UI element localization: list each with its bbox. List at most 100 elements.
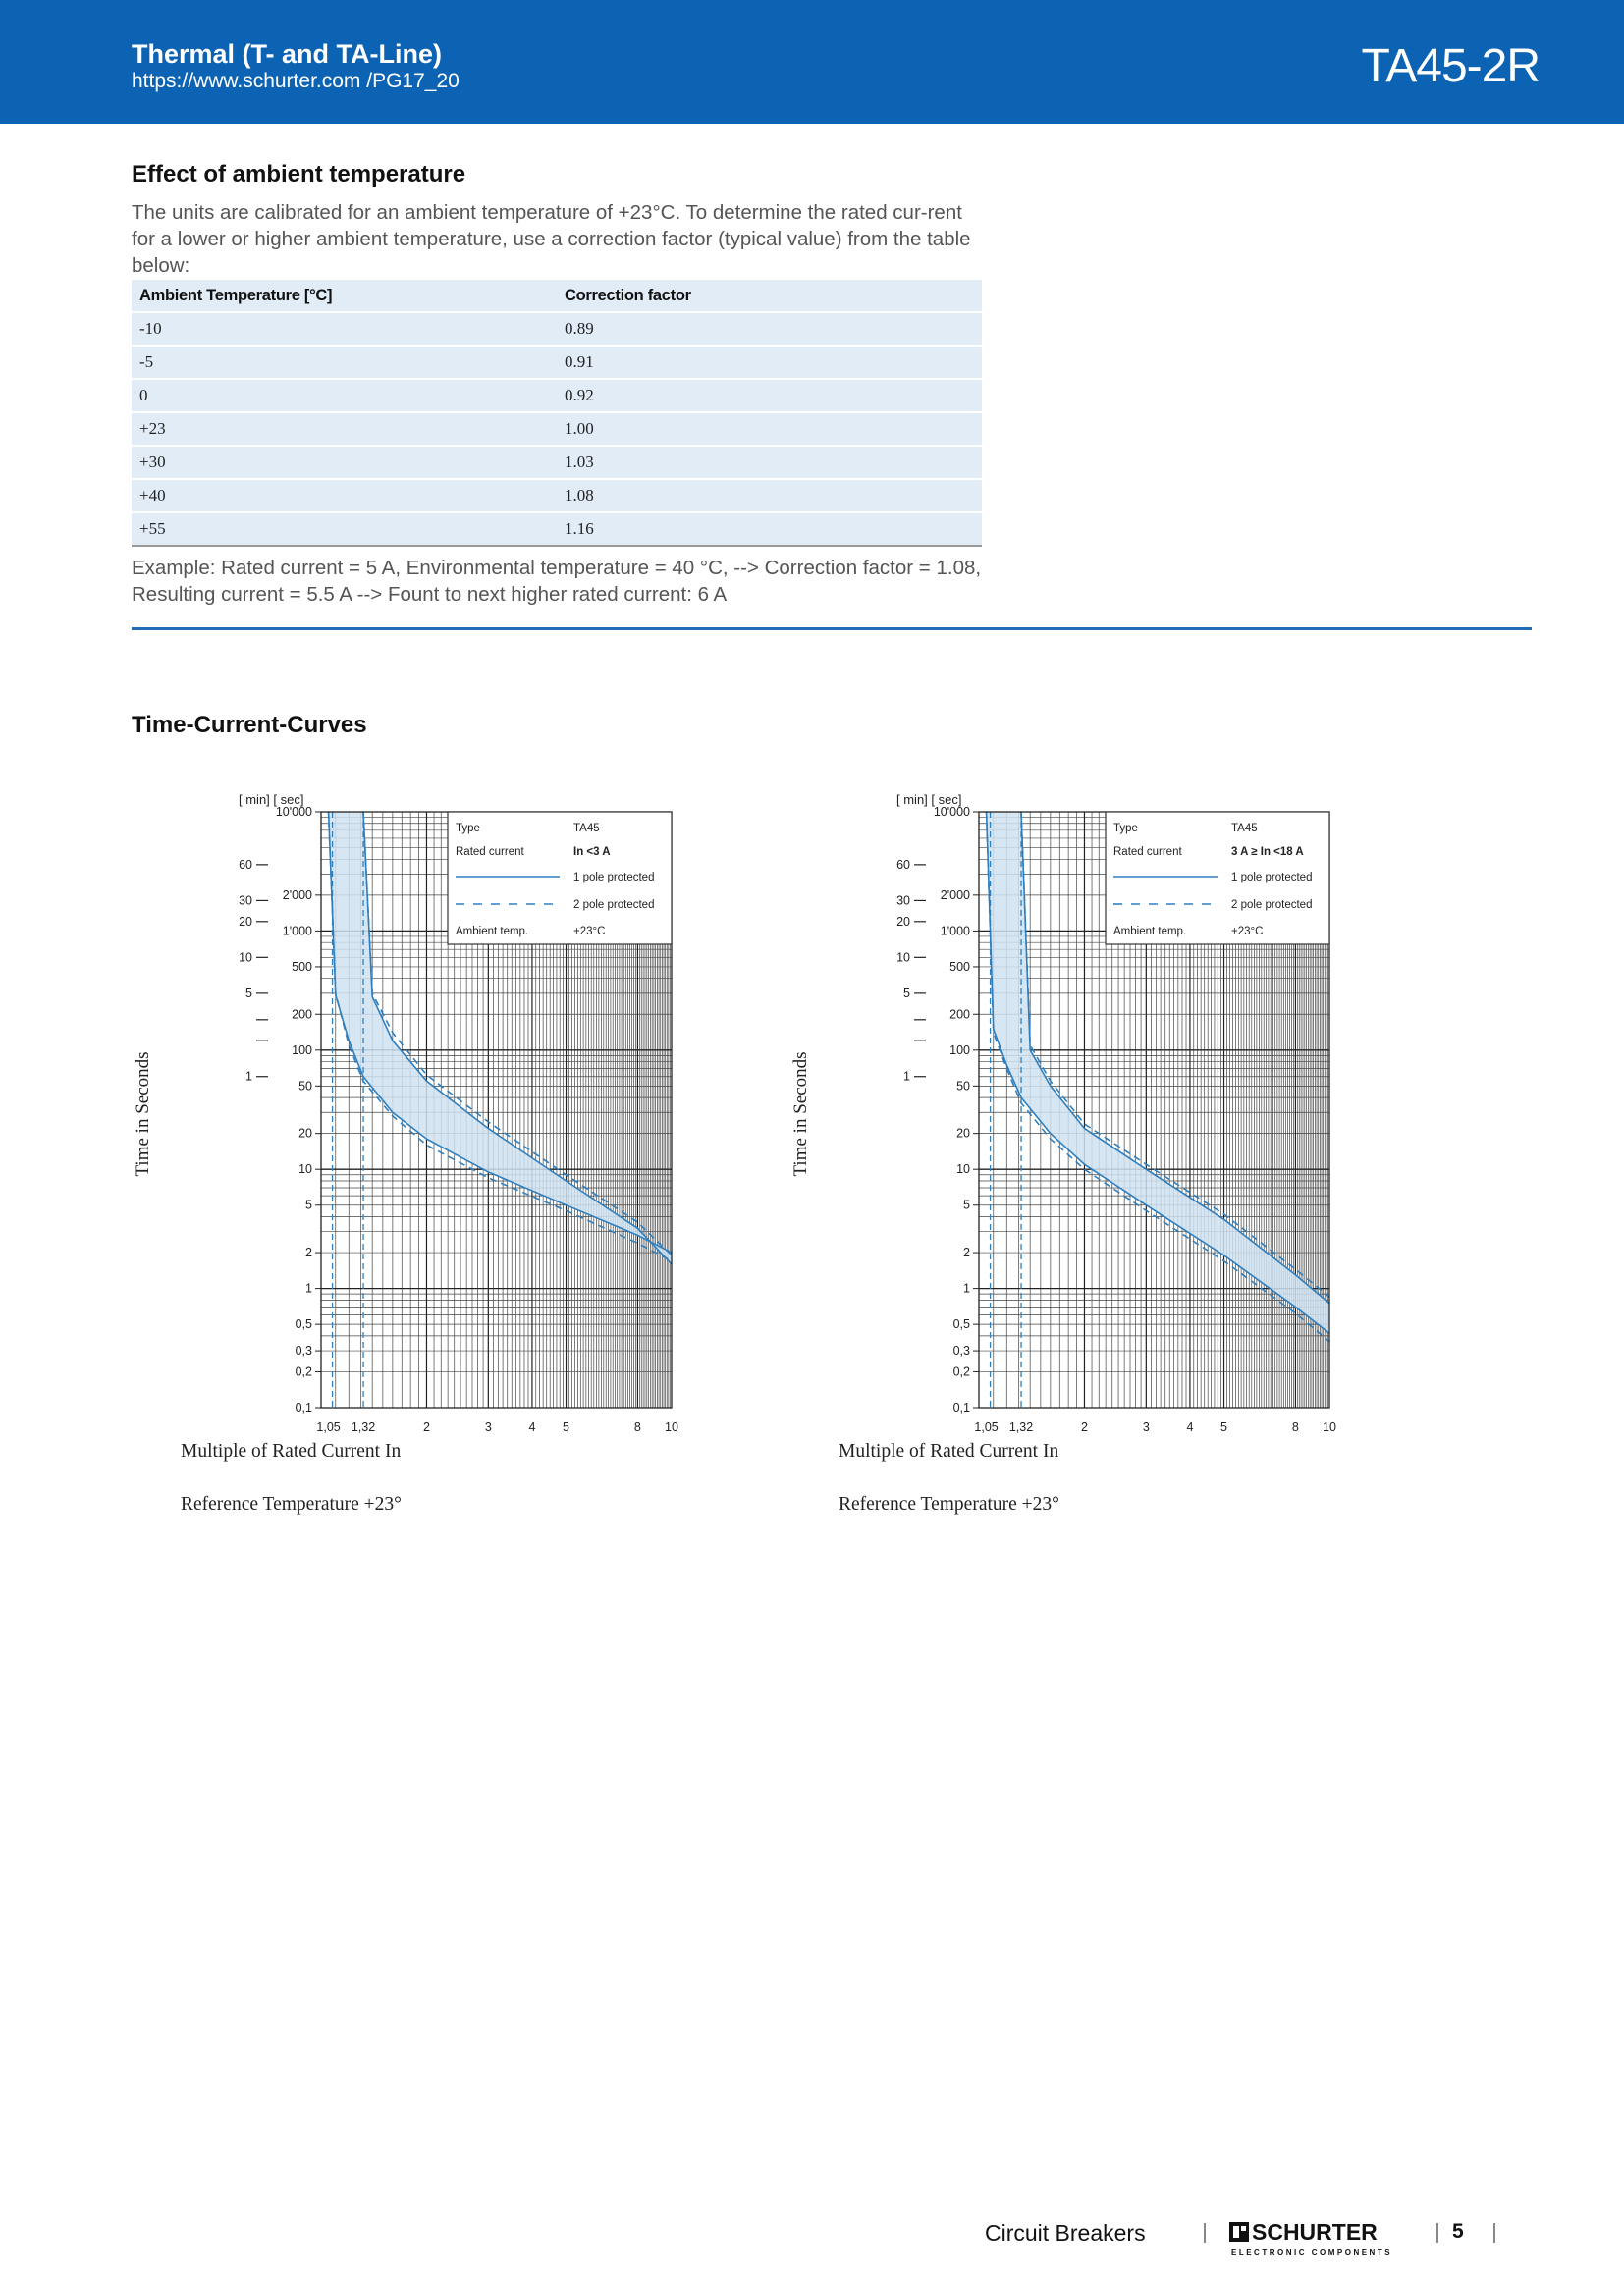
x-axis-label: Multiple of Rated Current In [181, 1441, 401, 1462]
page-number: 5 [1452, 2220, 1464, 2243]
axis-units: [ min] [ sec] [896, 792, 961, 807]
y-tick-label: 20 [956, 1127, 970, 1141]
x-tick-label: 10 [1323, 1420, 1336, 1434]
series-line-2-pole [362, 811, 673, 1256]
y-tick-label: 0,2 [296, 1364, 312, 1378]
legend-box [447, 811, 673, 945]
table-cell: 0.92 [557, 379, 982, 413]
x-tick-label: 4 [1186, 1420, 1193, 1434]
y-tick-label: 5 [305, 1199, 312, 1212]
min-tick-label: 60 [239, 858, 252, 872]
y-tick-label: 0,3 [296, 1344, 312, 1358]
y-tick-label: 500 [292, 960, 312, 974]
x-tick-label: 8 [634, 1420, 641, 1434]
curve-band [328, 812, 672, 1264]
footer-label: Circuit Breakers [985, 2220, 1146, 2246]
product-code: TA45-2R [1361, 40, 1541, 92]
legend-label: Type [456, 823, 480, 834]
y-tick-label: 2 [305, 1246, 312, 1259]
y-tick-label: 10'000 [934, 805, 970, 819]
x-tick-label: 3 [1143, 1420, 1150, 1434]
y-tick-label: 100 [292, 1043, 312, 1057]
min-tick-label: 20 [239, 915, 252, 929]
y-tick-label: 500 [949, 960, 970, 974]
table-cell: -10 [132, 312, 557, 347]
schurter-logo: SCHURTER ELECTRONIC COMPONENTS [1229, 2218, 1406, 2258]
series-line-1-pole [362, 811, 673, 1265]
table-cell: 1.00 [557, 412, 982, 447]
reference-caption: Reference Temperature +23° [181, 1494, 402, 1515]
header-title: Thermal (T- and TA-Line) [132, 39, 442, 69]
series-line-2-pole [327, 811, 673, 1262]
time-current-chart-right: Time in Seconds [ min] [ sec] 10'000 2'000 1… [789, 785, 1339, 1531]
x-tick-label: 5 [563, 1420, 569, 1434]
legend-label: Ambient temp. [1113, 926, 1186, 937]
logo-brand: SCHURTER [1252, 2219, 1378, 2245]
series-line-2-pole [985, 811, 1330, 1343]
legend-value: 2 pole protected [573, 899, 654, 911]
table-row: -5 0.91 [132, 346, 982, 380]
axis-units: [ min] [ sec] [239, 792, 303, 807]
table-row: -10 0.89 [132, 312, 982, 347]
section-divider [132, 627, 1532, 630]
correction-table: Ambient Temperature [°C] Correction fact… [132, 280, 982, 547]
column-header: Correction factor [557, 280, 982, 313]
table-cell: +55 [132, 512, 557, 547]
chart-svg: Time in Seconds [ min] [ sec]10'000 2'000 1… [133, 792, 678, 1515]
y-tick-label: 1 [963, 1282, 970, 1296]
footer-divider [1493, 2223, 1495, 2243]
min-tick-label: 60 [896, 858, 910, 872]
footer-divider [1204, 2223, 1206, 2243]
x-tick-label: 3 [485, 1420, 492, 1434]
min-tick-label: 10 [239, 950, 252, 964]
table-cell: 0.91 [557, 346, 982, 380]
y-tick-label: 0,3 [953, 1344, 970, 1358]
x-tick-label: 1,05 [316, 1420, 340, 1434]
legend-box [1105, 811, 1330, 945]
min-tick-label: 5 [903, 987, 910, 1000]
y-tick-label: 0,5 [953, 1317, 970, 1331]
y-tick-label: 0,2 [953, 1364, 970, 1378]
legend-value: In <3 A [573, 846, 611, 858]
y-tick-label: 50 [298, 1079, 312, 1093]
curves-section-title: Time-Current-Curves [132, 712, 367, 738]
y-tick-label: 1'000 [283, 924, 312, 937]
x-tick-label: 1,05 [974, 1420, 998, 1434]
legend-label: Rated current [456, 846, 524, 858]
y-tick-label: 200 [292, 1007, 312, 1021]
y-tick-label: 10 [298, 1162, 312, 1176]
series-line-2-pole [1020, 811, 1330, 1298]
y-tick-label: 5 [963, 1199, 970, 1212]
y-tick-label: 50 [956, 1079, 970, 1093]
legend-value: 1 pole protected [1231, 872, 1312, 883]
table-row: +40 1.08 [132, 479, 982, 513]
table-cell: -5 [132, 346, 557, 380]
table-cell: +40 [132, 479, 557, 513]
y-tick-label: 10 [956, 1162, 970, 1176]
series-line-1-pole [1020, 811, 1330, 1305]
y-tick-label: 1 [305, 1282, 312, 1296]
legend-label: Rated current [1113, 846, 1182, 858]
table-cell: +23 [132, 412, 557, 447]
table-row: 0 0.92 [132, 379, 982, 413]
x-tick-label: 2 [1081, 1420, 1088, 1434]
x-tick-label: 8 [1292, 1420, 1299, 1434]
ambient-intro: The units are calibrated for an ambient … [132, 201, 971, 277]
table-cell: 1.03 [557, 446, 982, 480]
table-cell: 0.89 [557, 312, 982, 347]
x-tick-label: 2 [423, 1420, 430, 1434]
min-tick-label: 1 [245, 1070, 252, 1084]
legend-value: +23°C [573, 926, 605, 937]
table-cell: 0 [132, 379, 557, 413]
legend-value: 2 pole protected [1231, 899, 1312, 911]
footer-divider [1436, 2223, 1438, 2243]
table-cell: 1.08 [557, 479, 982, 513]
table-row: +30 1.03 [132, 446, 982, 480]
legend-label: Type [1113, 823, 1138, 834]
series-line-1-pole [985, 811, 1330, 1334]
y-tick-label: 20 [298, 1127, 312, 1141]
min-tick-label: 1 [903, 1070, 910, 1084]
y-tick-label: 0,1 [296, 1401, 312, 1415]
header-url[interactable]: https://www.schurter.com /PG17_20 [132, 70, 460, 92]
table-cell: +30 [132, 446, 557, 480]
